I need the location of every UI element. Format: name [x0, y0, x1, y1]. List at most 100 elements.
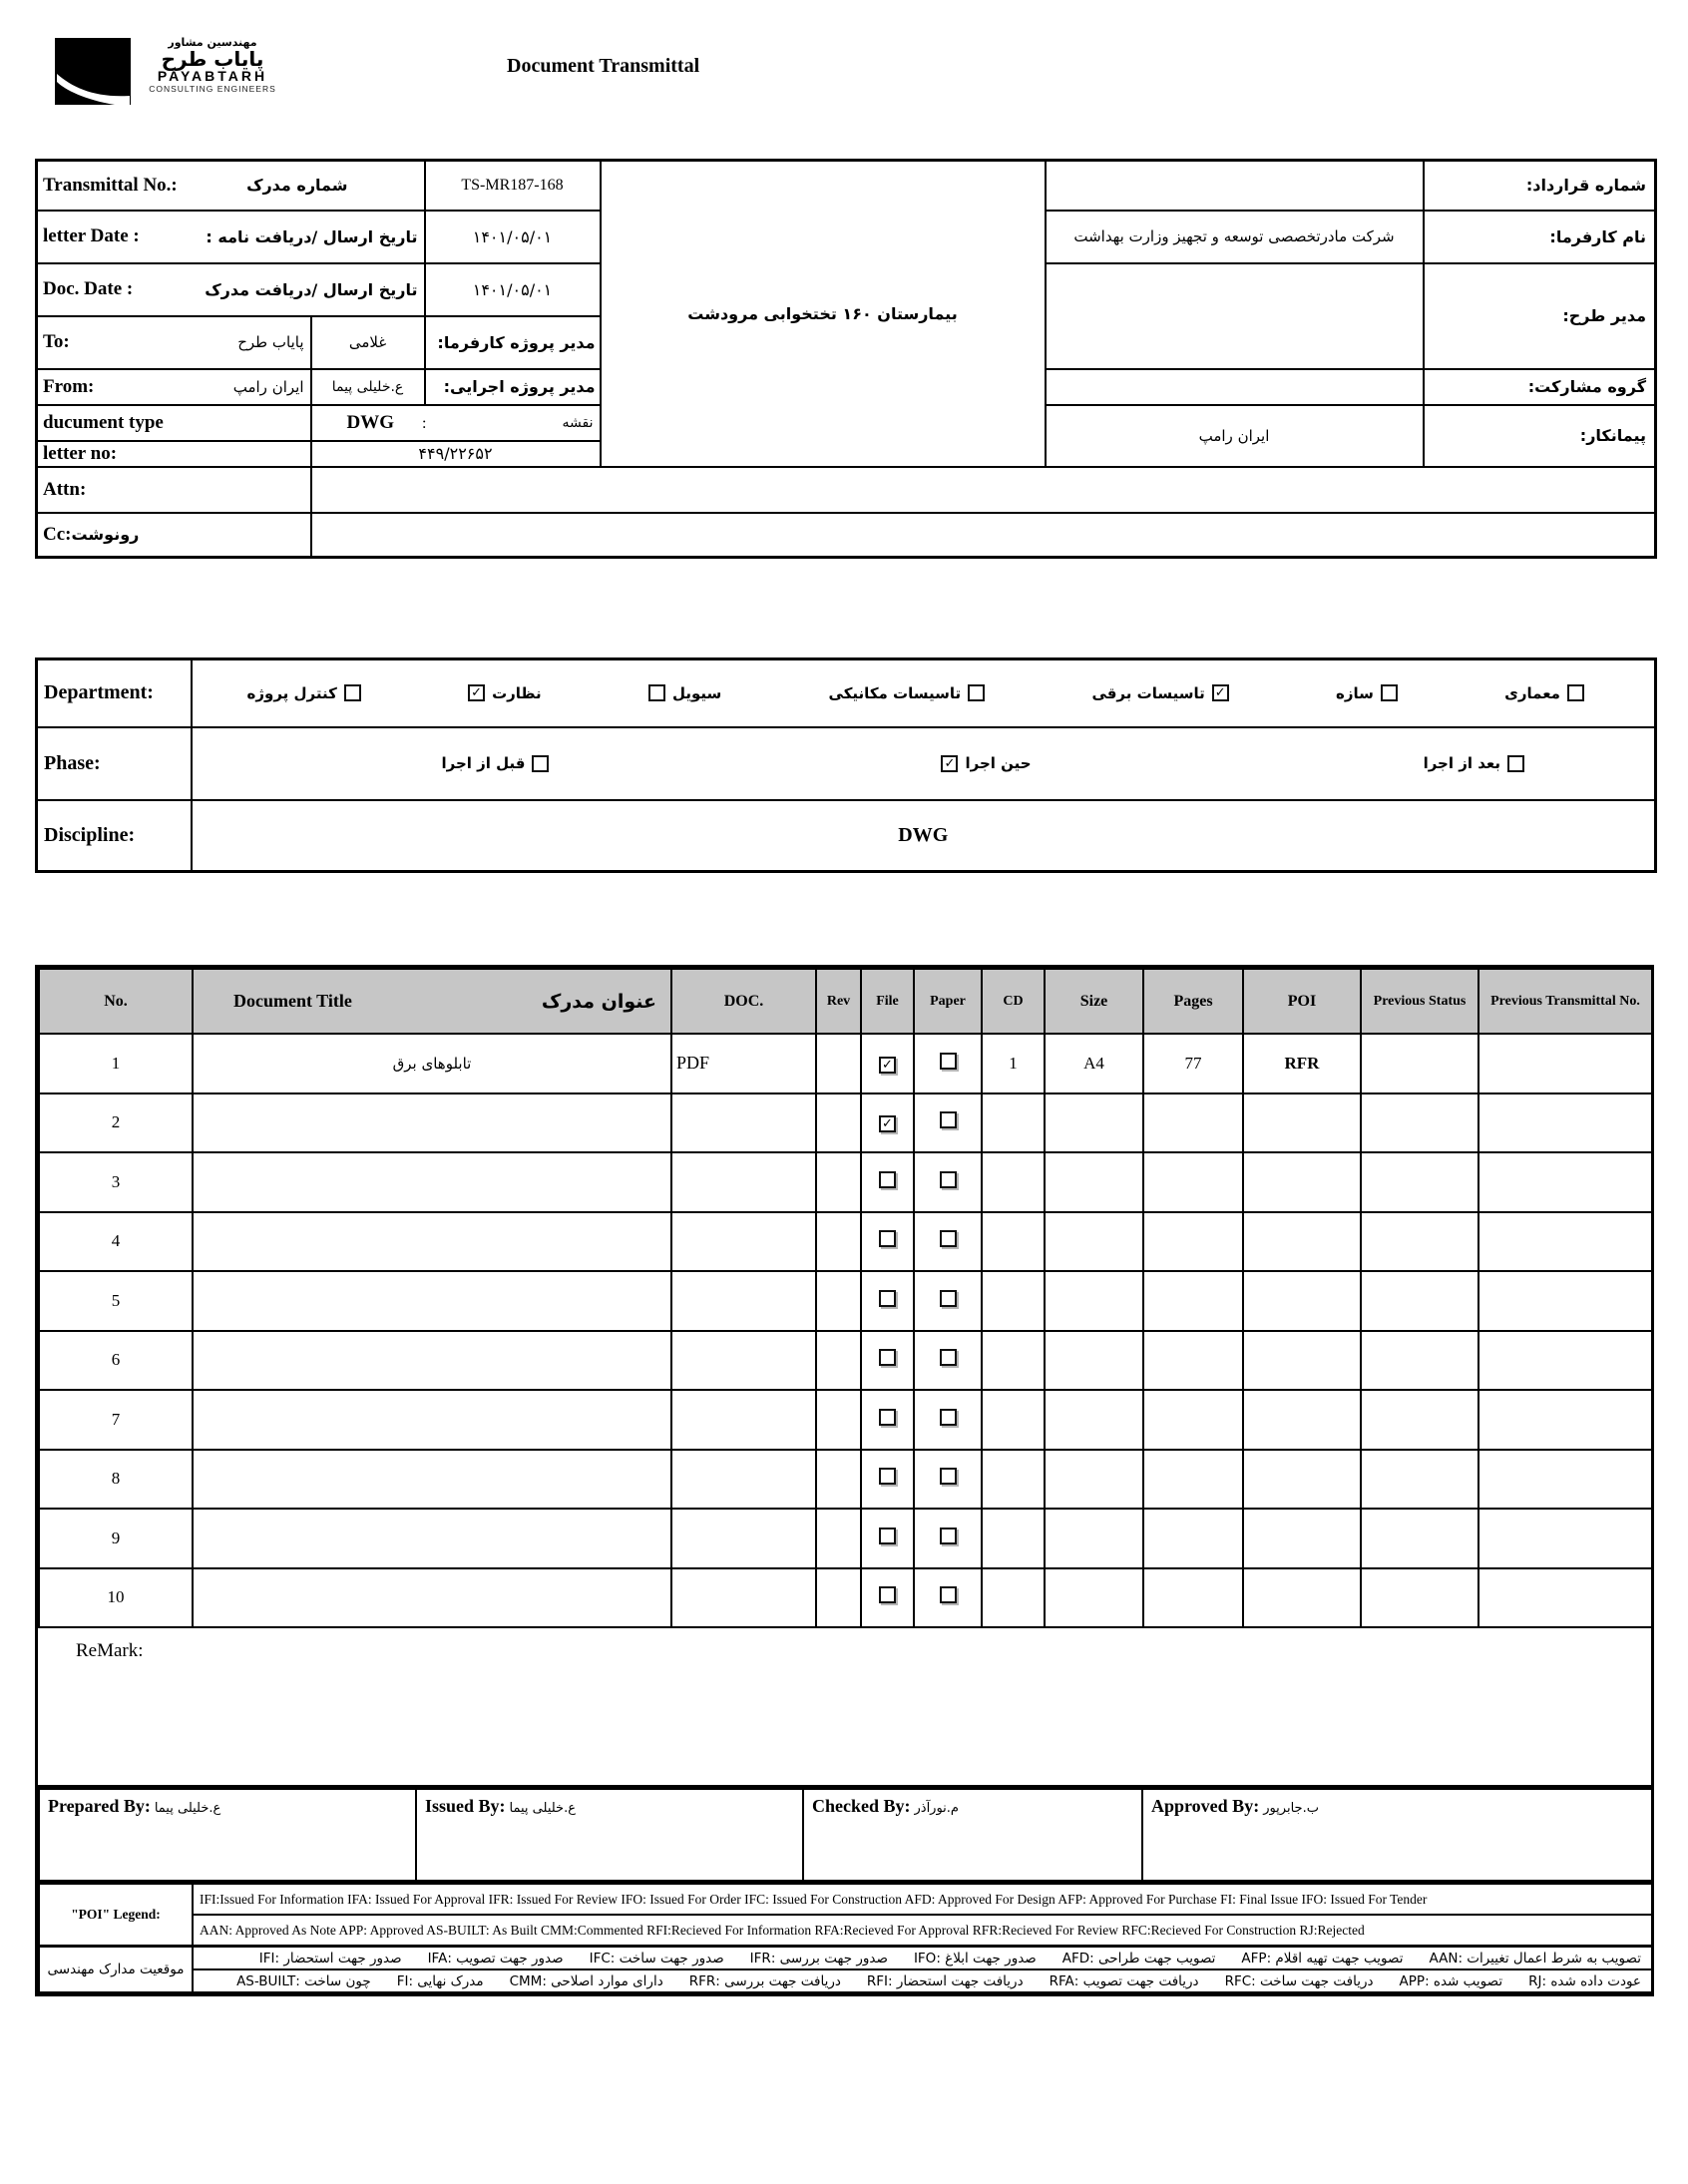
department-option[interactable]: سازه [1336, 684, 1398, 702]
col-cd: CD [981, 968, 1046, 1035]
checkbox-unchecked[interactable] [1566, 684, 1584, 702]
checkbox-unchecked[interactable] [879, 1527, 896, 1544]
checkbox-unchecked[interactable] [879, 1468, 896, 1486]
checkbox-checked[interactable]: ✓ [879, 1056, 896, 1074]
checkbox-unchecked[interactable] [939, 1586, 957, 1604]
discipline-value: DWG [190, 798, 1657, 873]
checkbox-unchecked[interactable] [532, 754, 550, 772]
poi-legend-label: "POI" Legend: [38, 1882, 194, 1948]
project-name: بیمارستان ۱۶۰ تختخوابی مرودشت [599, 159, 1047, 468]
checkbox-unchecked[interactable] [343, 684, 361, 702]
approved-by-name: ب.جابرپور [1263, 1801, 1319, 1816]
cell-file [860, 1566, 915, 1628]
checkbox-unchecked[interactable] [879, 1289, 896, 1307]
fa-legend-item-rj: عودت داده شده :RJ [1528, 1972, 1641, 1989]
checkbox-unchecked[interactable] [647, 684, 665, 702]
issued-by-cell: Issued By: ع.خلیلی پیما [415, 1788, 804, 1882]
cell-paper [913, 1151, 983, 1213]
col-paper: Paper [913, 968, 983, 1035]
checkbox-unchecked[interactable] [939, 1408, 957, 1426]
checkbox-checked[interactable]: ✓ [941, 754, 959, 772]
cell-rev [815, 1508, 862, 1569]
poi-legend-line2: AAN: Approved As Note APP: Approved AS-B… [192, 1914, 1653, 1948]
client-value: شرکت مادرتخصصی توسعه و تجهیز وزارت بهداش… [1044, 209, 1425, 264]
fa-legend-item-ifi: صدور جهت استحضار :IFI [258, 1950, 402, 1966]
checkbox-unchecked[interactable] [879, 1408, 896, 1426]
checkbox-unchecked[interactable] [939, 1170, 957, 1188]
department-options: کنترل پروژه ✓ نظارت سیویل تاسیسات مکانیکی تاس… [190, 657, 1657, 728]
checkbox-unchecked[interactable] [879, 1349, 896, 1367]
cell-pages [1142, 1092, 1244, 1153]
cell-pages [1142, 1448, 1244, 1510]
col-no: No. [38, 968, 194, 1035]
cell-prev-status [1360, 1210, 1479, 1272]
fa-legend-item-as-built: چون ساخت :AS-BUILT [236, 1972, 371, 1989]
documents-table: No. Document Title عنوان مدرک DOC. Rev F… [38, 968, 1653, 1628]
checkbox-unchecked[interactable] [939, 1468, 957, 1486]
col-title: Document Title عنوان مدرک [192, 968, 672, 1035]
checkbox-unchecked[interactable] [879, 1170, 896, 1188]
cell-rev [815, 1092, 862, 1153]
cell-prev-transmittal [1477, 1448, 1653, 1510]
cell-paper [913, 1210, 983, 1272]
department-option[interactable]: تاسیسات مکانیکی [829, 684, 986, 702]
checkbox-unchecked[interactable] [939, 1349, 957, 1367]
fa-legend-line1: تصویب به شرط اعمال تغییرات :AAN تصویب جهت… [192, 1945, 1653, 1970]
poi-legend-table: "POI" Legend: IFI:Issued For Information… [38, 1882, 1653, 1993]
fa-legend-item-rfc: دریافت جهت ساخت :RFC [1224, 1972, 1374, 1989]
checkbox-unchecked[interactable] [968, 684, 986, 702]
cell-pages [1142, 1270, 1244, 1332]
cell-prev-transmittal [1477, 1389, 1653, 1451]
cell-doc [670, 1270, 817, 1332]
checkbox-unchecked[interactable] [1507, 754, 1524, 772]
cell-poi [1242, 1508, 1362, 1569]
checkbox-unchecked[interactable] [939, 1230, 957, 1248]
cell-file [860, 1508, 915, 1569]
checkbox-unchecked[interactable] [879, 1586, 896, 1604]
fa-legend-item-app: تصویب شده :APP [1399, 1972, 1503, 1989]
fa-legend-item-rfi: دریافت جهت استحضار :RFI [866, 1972, 1024, 1989]
checkbox-unchecked[interactable] [939, 1052, 957, 1070]
department-option[interactable]: تاسیسات برقی ✓ [1091, 684, 1229, 702]
cell-pages [1142, 1508, 1244, 1569]
phase-option[interactable]: بعد از اجرا [1424, 754, 1524, 772]
cc-value [309, 511, 1657, 559]
logo-fa-name: پایاب طرح [161, 47, 264, 71]
department-option[interactable]: ✓ نظارت [468, 684, 542, 702]
cell-pages [1142, 1566, 1244, 1628]
fa-legend-item-ifo: صدور جهت ابلاغ :IFO [913, 1950, 1037, 1966]
cell-poi: RFR [1242, 1033, 1362, 1094]
phase-option[interactable]: ✓ حین اجرا [941, 754, 1032, 772]
cell-file: ✓ [860, 1033, 915, 1094]
discipline-label: Discipline: [35, 798, 193, 873]
doc-date-value: ۱۴۰۱/۰۵/۰۱ [423, 261, 602, 317]
checkbox-unchecked[interactable] [939, 1289, 957, 1307]
cell-size [1044, 1389, 1144, 1451]
cell-cd [981, 1092, 1046, 1153]
approved-by-cell: Approved By: ب.جابرپور [1141, 1788, 1653, 1882]
department-option[interactable]: کنترل پروژه [247, 684, 361, 702]
signatures-table: Prepared By: ع.خلیلی پیما Issued By: ع.خ… [38, 1788, 1653, 1882]
from-field: From: ایران رامپ [35, 367, 312, 406]
document-type-label: ducument type [35, 403, 312, 442]
cell-no: 6 [38, 1329, 194, 1391]
phase-option[interactable]: قبل از اجرا [442, 754, 550, 772]
fa-legend-item-fi: مدرک نهایی :FI [396, 1972, 484, 1989]
transmittal-no-value: TS-MR187-168 [423, 159, 602, 212]
contract-no-label: شماره قرارداد: [1422, 159, 1657, 212]
checkbox-checked[interactable]: ✓ [468, 684, 486, 702]
checkbox-unchecked[interactable] [879, 1230, 896, 1248]
department-option[interactable]: سیویل [647, 684, 721, 702]
department-option[interactable]: معماری [1504, 684, 1584, 702]
cc-label: Cc:رونوشت [35, 511, 312, 559]
checkbox-unchecked[interactable] [939, 1111, 957, 1129]
document-row: 10 [38, 1566, 1653, 1628]
checkbox-unchecked[interactable] [1380, 684, 1398, 702]
letter-date-label: letter Date : تاریخ ارسال /دریافت نامه : [35, 209, 426, 264]
cell-file [860, 1210, 915, 1272]
cell-file [860, 1389, 915, 1451]
checkbox-checked[interactable]: ✓ [879, 1115, 896, 1133]
checkbox-unchecked[interactable] [939, 1527, 957, 1544]
remark-area[interactable]: ReMark: [38, 1628, 1651, 1788]
checkbox-checked[interactable]: ✓ [1211, 684, 1229, 702]
